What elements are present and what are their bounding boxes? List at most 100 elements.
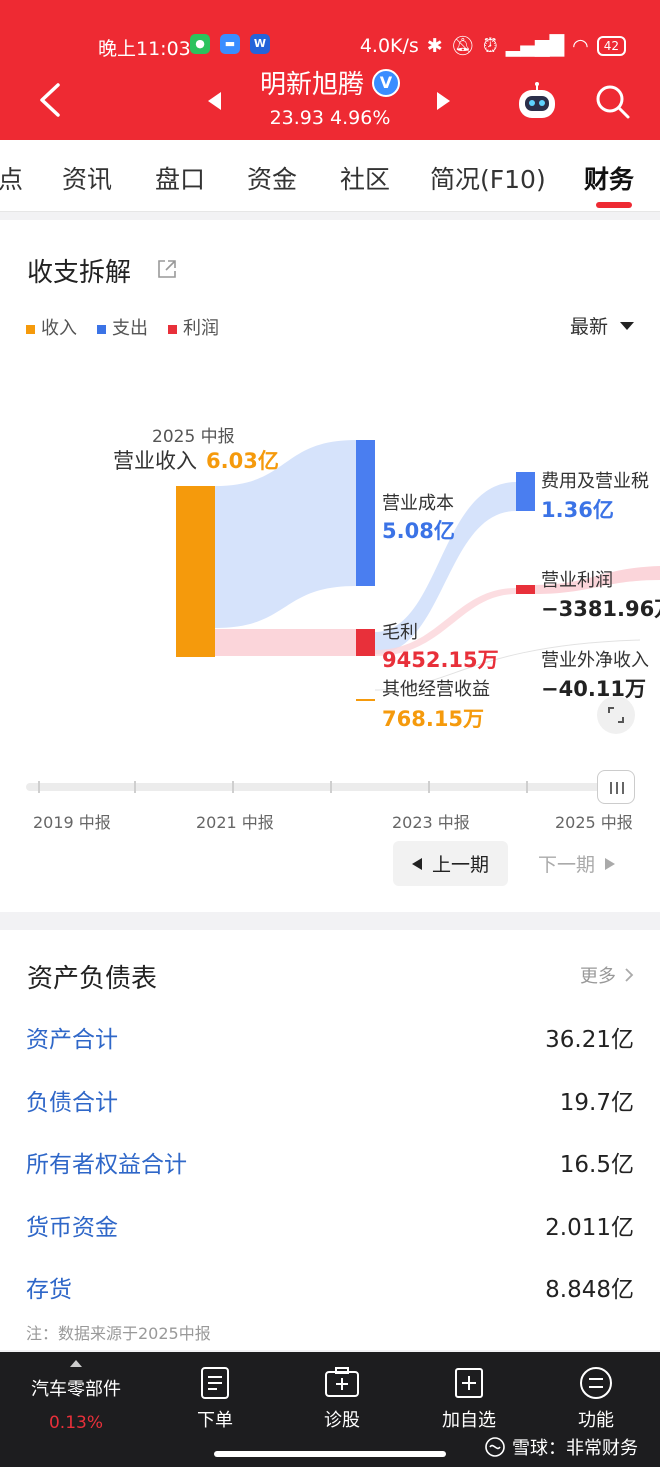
breakdown-title: 收支拆解: [27, 258, 132, 288]
prev-period-button[interactable]: 上一期: [393, 841, 508, 886]
node-revenue: [176, 486, 215, 657]
nav-diagnose[interactable]: 诊股: [297, 1366, 387, 1432]
robot-assistant-icon[interactable]: [516, 82, 558, 120]
cost-label: 营业成本: [382, 493, 454, 514]
period-select-label: 最新: [569, 316, 608, 338]
timeline-tick: [38, 781, 40, 793]
sankey-diagram: [176, 440, 660, 701]
legend: 收入 支出 利润: [26, 314, 219, 340]
cost-value: 5.08亿: [382, 519, 455, 543]
timeline-label: 2025 中报: [555, 813, 633, 832]
stock-title-block: 明新旭腾 V 23.93 4.96%: [0, 64, 660, 129]
gross-value: 9452.15万: [382, 648, 499, 672]
more-label: 更多: [580, 966, 616, 987]
sector-info[interactable]: 汽车零部件 0.13%: [22, 1360, 130, 1433]
table-row[interactable]: 货币资金 2.011亿: [26, 1208, 634, 1248]
bluetooth-icon: ✱: [426, 34, 443, 57]
watermark: 雪球：非常财务: [484, 1434, 638, 1460]
flow-gross-opprofit: [375, 588, 516, 656]
external-link-icon[interactable]: [156, 258, 178, 280]
node-opprofit: [516, 585, 535, 594]
add-watchlist-icon: [455, 1368, 483, 1398]
tab-f10[interactable]: 简况(F10): [430, 165, 546, 194]
legend-income-swatch: [26, 324, 35, 334]
timeline-handle[interactable]: [597, 770, 635, 804]
legend-income: 收入: [26, 314, 77, 340]
tab-point[interactable]: 点: [0, 165, 24, 194]
timeline-label: 2021 中报: [196, 813, 274, 832]
revenue-value: 6.03亿: [206, 449, 279, 473]
expand-button[interactable]: [597, 696, 635, 734]
row-label: 资产合计: [26, 1027, 118, 1053]
prev-stock-icon[interactable]: [208, 92, 221, 110]
tab-finance[interactable]: 财务: [584, 165, 635, 194]
tab-community[interactable]: 社区: [340, 165, 391, 194]
search-icon[interactable]: [595, 84, 631, 120]
table-row[interactable]: 所有者权益合计 16.5亿: [26, 1145, 634, 1185]
legend-expense-label: 支出: [112, 318, 148, 339]
row-value: 36.21亿: [545, 1027, 634, 1053]
row-value: 2.011亿: [545, 1215, 634, 1241]
watermark-text: 雪球：非常财务: [512, 1438, 638, 1459]
triangle-left-icon: [411, 857, 422, 870]
alarm-icon: ⏰︎: [482, 34, 498, 57]
nav-add-watchlist[interactable]: 加自选: [424, 1366, 514, 1432]
next-stock-icon[interactable]: [437, 92, 450, 110]
tab-active-indicator: [596, 202, 632, 208]
caret-up-icon: [70, 1360, 82, 1367]
timeline-tick: [428, 781, 430, 793]
battery-icon: 42: [596, 35, 626, 56]
expense-label: 费用及营业税: [541, 471, 649, 492]
timeline-label: 2019 中报: [33, 813, 111, 832]
more-link[interactable]: 更多: [580, 962, 634, 988]
table-row[interactable]: 存货 8.848亿: [26, 1270, 634, 1310]
order-icon: [201, 1367, 229, 1399]
tab-orderbook[interactable]: 盘口: [155, 165, 206, 194]
stock-price-change: 23.93 4.96%: [269, 107, 391, 129]
triangle-right-icon: [605, 857, 615, 870]
next-period-button[interactable]: 下一期: [519, 841, 634, 886]
home-indicator[interactable]: [214, 1451, 446, 1457]
data-source-note: 注：数据来源于2025中报: [26, 1324, 211, 1343]
table-row[interactable]: 负债合计 19.7亿: [26, 1083, 634, 1123]
node-gross: [356, 629, 375, 656]
chevron-down-icon: [620, 321, 634, 330]
legend-profit-label: 利润: [183, 318, 219, 339]
other-label: 其他经营收益: [382, 679, 490, 700]
timeline-tick: [134, 781, 136, 793]
prev-period-label: 上一期: [431, 854, 489, 876]
row-value: 19.7亿: [559, 1090, 634, 1116]
legend-expense-swatch: [97, 324, 106, 334]
flow-gross-expense: [375, 482, 516, 654]
expand-icon: [608, 707, 624, 723]
row-label: 所有者权益合计: [26, 1152, 187, 1178]
period-timeline[interactable]: [26, 770, 635, 804]
op-profit-label: 营业利润: [541, 570, 613, 591]
stock-name: 明新旭腾: [259, 70, 364, 100]
app-notify-icon: ▬: [220, 34, 240, 54]
stock-title: 明新旭腾 V: [260, 64, 400, 101]
nav-order[interactable]: 下单: [170, 1366, 260, 1432]
nav-order-label: 下单: [197, 1410, 233, 1431]
period-select[interactable]: 最新: [570, 312, 634, 339]
other-value: 768.15万: [382, 707, 485, 731]
tab-news[interactable]: 资讯: [62, 165, 113, 194]
tab-funds[interactable]: 资金: [247, 165, 298, 194]
diagnose-icon: [325, 1367, 359, 1397]
status-right: 4.0K/s ✱ 🔕︎ ⏰︎ ▂▄▆█ ◠ 42: [360, 34, 626, 57]
flow-opprofit-out: [535, 566, 660, 594]
net-speed: 4.0K/s: [359, 34, 419, 57]
bottom-bar: 汽车零部件 0.13% 下单 诊股 加自选: [0, 1352, 660, 1467]
nonop-label: 营业外净收入: [541, 650, 649, 671]
drag-handle-icon: [610, 782, 624, 794]
table-row[interactable]: 资产合计 36.21亿: [26, 1020, 634, 1060]
row-value: 16.5亿: [559, 1152, 634, 1178]
menu-icon: [580, 1367, 612, 1399]
timeline-tick: [526, 781, 528, 793]
signal-icon: ▂▄▆█: [505, 34, 565, 57]
node-other: [356, 699, 375, 701]
node-expense: [516, 472, 535, 511]
nav-functions[interactable]: 功能: [551, 1366, 641, 1432]
timeline-label: 2023 中报: [392, 813, 470, 832]
back-icon[interactable]: [36, 82, 64, 118]
